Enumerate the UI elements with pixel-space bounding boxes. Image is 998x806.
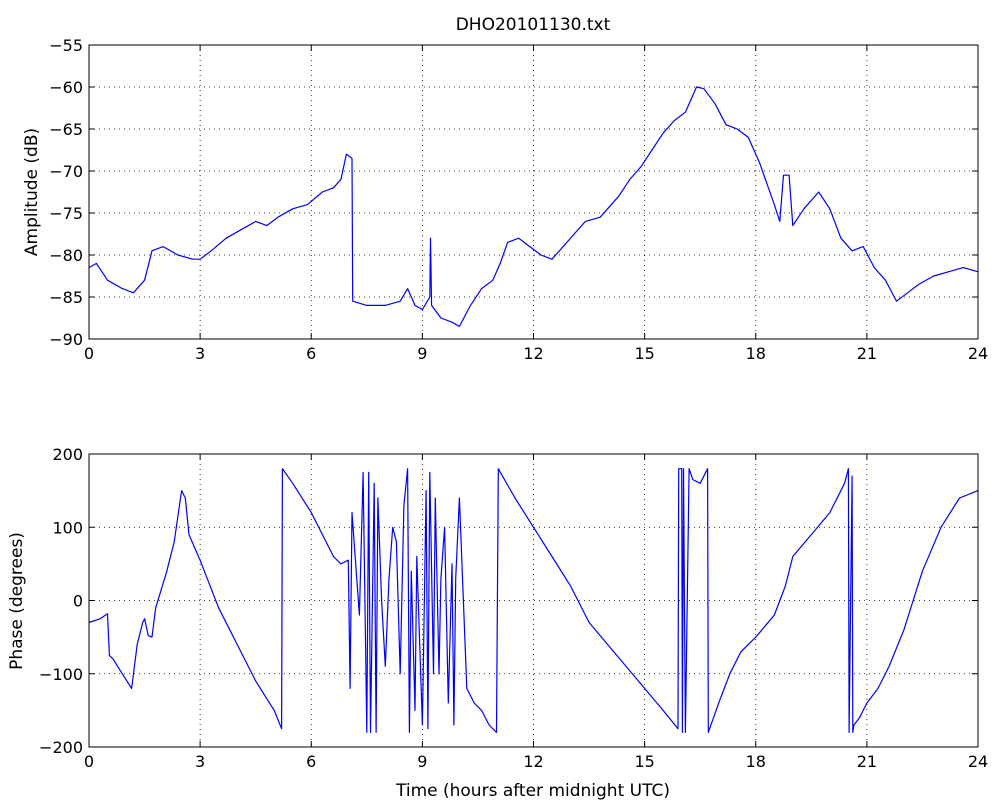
amplitude-x-tick-label: 6 xyxy=(306,344,316,363)
phase-series-line xyxy=(88,468,979,733)
phase-series-path xyxy=(88,468,979,733)
phase-y-tick-label: 0 xyxy=(73,592,83,611)
amplitude-x-tick-label: 18 xyxy=(746,344,766,363)
amplitude-x-tick-label: 12 xyxy=(523,344,543,363)
amplitude-y-tick-label: −75 xyxy=(49,204,83,223)
amplitude-x-tick-label: 0 xyxy=(84,344,94,363)
chart-title: DHO20101130.txt xyxy=(456,15,611,35)
amplitude-series-line xyxy=(88,86,979,327)
phase-x-tick-label: 24 xyxy=(968,752,988,771)
amplitude-y-tick-label: −80 xyxy=(49,246,83,265)
amplitude-gridlines xyxy=(88,44,979,340)
amplitude-y-tick-label: −90 xyxy=(49,330,83,349)
phase-tick-labels: 0 3 6 9 12 15 18 21 24 −200 −100 0 100 200 xyxy=(39,445,988,771)
phase-axes-box xyxy=(88,453,979,748)
amplitude-x-tick-label: 21 xyxy=(857,344,877,363)
phase-x-tick-label: 12 xyxy=(523,752,543,771)
amplitude-x-tick-label: 3 xyxy=(195,344,205,363)
phase-y-tick-label: −200 xyxy=(39,738,83,757)
amplitude-y-axis-label: Amplitude (dB) xyxy=(22,128,42,256)
phase-x-tick-label: 15 xyxy=(634,752,654,771)
phase-x-tick-label: 3 xyxy=(195,752,205,771)
phase-y-tick-label: −100 xyxy=(39,665,83,684)
amplitude-tick-labels: 0 3 6 9 12 15 18 21 24 −90 −85 −80 −75 −70 −65 −60 −55 xyxy=(49,36,988,363)
phase-panel: Phase (degrees) Time (hours after midnig… xyxy=(7,445,988,801)
phase-x-axis-label: Time (hours after midnight UTC) xyxy=(395,781,670,801)
phase-y-tick-label: 100 xyxy=(52,518,83,537)
phase-y-tick-label: 200 xyxy=(52,445,83,464)
amplitude-axes-box xyxy=(88,44,979,340)
amplitude-x-tick-label: 15 xyxy=(634,344,654,363)
amplitude-y-tick-label: −55 xyxy=(49,36,83,55)
amplitude-panel: DHO20101130.txt Amplitude (dB) 0 3 6 9 12 15 1… xyxy=(22,15,988,363)
phase-y-axis-label: Phase (degrees) xyxy=(7,532,27,670)
phase-x-tick-label: 0 xyxy=(84,752,94,771)
amplitude-x-tick-label: 24 xyxy=(968,344,988,363)
amplitude-y-tick-label: −60 xyxy=(49,78,83,97)
amplitude-x-tick-label: 9 xyxy=(417,344,427,363)
phase-x-tick-label: 21 xyxy=(857,752,877,771)
phase-x-tick-label: 6 xyxy=(306,752,316,771)
phase-x-tick-label: 18 xyxy=(746,752,766,771)
amplitude-series-path xyxy=(88,86,979,327)
phase-x-tick-label: 9 xyxy=(417,752,427,771)
amplitude-y-tick-label: −65 xyxy=(49,120,83,139)
phase-gridlines xyxy=(88,453,979,748)
amplitude-y-tick-label: −70 xyxy=(49,162,83,181)
amplitude-y-tick-label: −85 xyxy=(49,288,83,307)
